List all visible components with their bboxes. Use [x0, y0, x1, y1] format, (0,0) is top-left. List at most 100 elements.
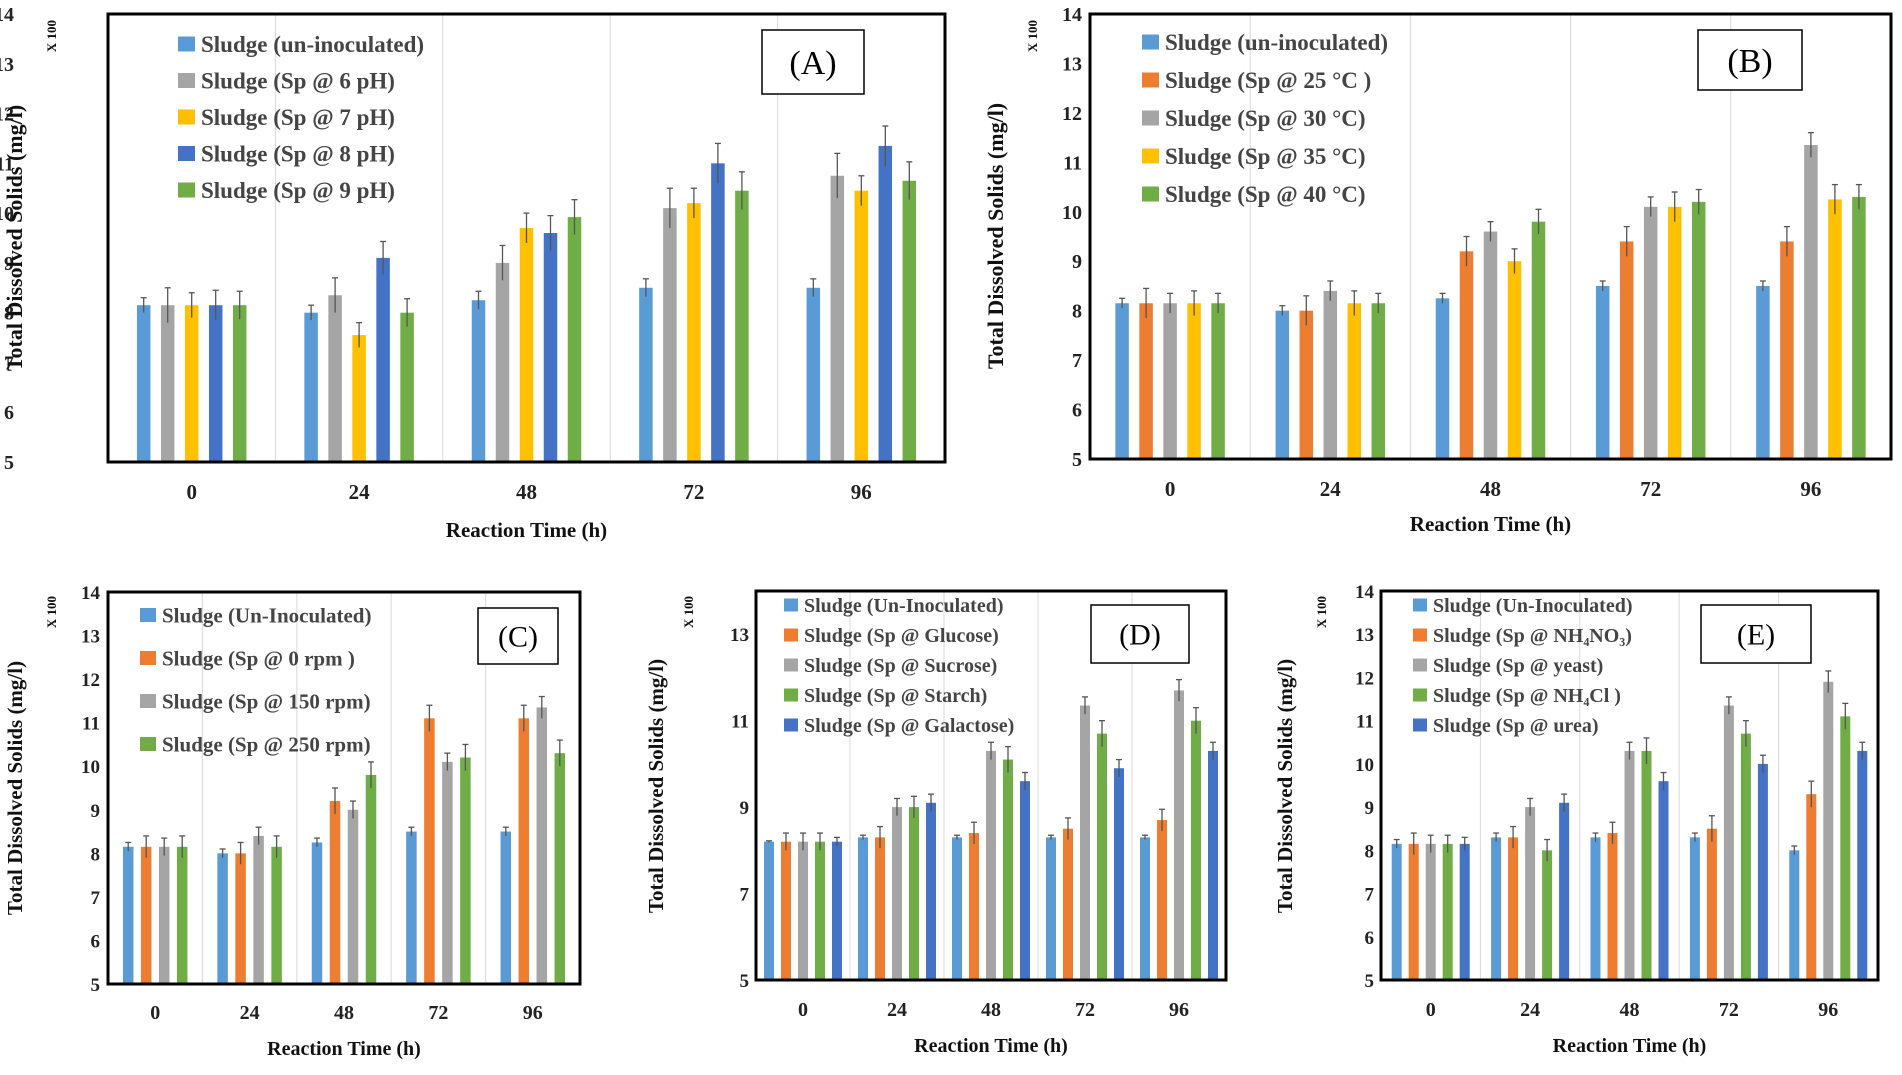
y-tick-label: 9 [91, 801, 101, 822]
bar [1857, 750, 1868, 980]
chart-panel-c: 5 6 7 8 9 10 11 12 13 14 0 24 48 72 96 Reaction Time (h… [3, 583, 582, 1060]
y-tick-label: 6 [4, 402, 14, 424]
bar [1624, 750, 1635, 980]
legend: Sludge (Un-Inoculated) Sludge (Sp @ Gluco… [784, 595, 1014, 737]
error-bar [1808, 780, 1815, 808]
bar [1371, 303, 1386, 459]
bar [347, 809, 359, 984]
bar [1063, 828, 1073, 980]
legend-swatch [1413, 658, 1427, 672]
bar [235, 853, 246, 984]
legend-label: Sludge (Sp @ yeast) [1433, 655, 1603, 677]
bar [232, 305, 247, 462]
legend-label: Sludge (Sp @ 6 pH) [201, 69, 395, 95]
bar [567, 217, 582, 462]
error-bar [502, 826, 509, 836]
y-tick-label: 11 [82, 714, 100, 735]
plot-frame [1379, 589, 1880, 982]
bar [1211, 303, 1225, 459]
error-bar [523, 212, 530, 243]
y-axis-title: Total Dissolved Solids (mg/l) [644, 659, 668, 913]
bar [543, 233, 558, 462]
bar [1667, 206, 1682, 459]
x-tick-label: 72 [683, 480, 704, 504]
error-bar [1544, 838, 1551, 862]
bar [140, 846, 152, 984]
bar [969, 833, 979, 980]
error-bar [1510, 825, 1517, 849]
y-tick-label: 6 [91, 931, 101, 952]
y-tick-label: 9 [1072, 251, 1082, 273]
error-bar [1143, 287, 1150, 319]
bar [1299, 310, 1314, 459]
bar [1806, 794, 1817, 980]
plot-frame [1088, 12, 1893, 461]
error-bar [1626, 741, 1633, 760]
bar [1507, 261, 1522, 459]
error-bar [1831, 183, 1838, 215]
x-tick-label: 48 [981, 999, 1001, 1021]
y-tick-label: 13 [1062, 53, 1082, 75]
y-multiplier-label: X 100 [44, 596, 59, 628]
legend-swatch [784, 718, 798, 732]
error-bar [1487, 221, 1494, 242]
bar [1442, 843, 1453, 980]
error-bar [1660, 771, 1667, 790]
panel-label: (C) [498, 621, 538, 654]
y-tick-label: 7 [1365, 885, 1375, 906]
error-bar [1327, 280, 1334, 301]
legend-label: Sludge (Sp @ Starch) [804, 685, 987, 707]
y-tick-label: 13 [730, 625, 749, 646]
bar [1619, 241, 1634, 459]
legend-label: Sludge (Sp @ 0 rpm ) [162, 646, 355, 670]
bar [1595, 285, 1610, 459]
bar [781, 841, 791, 980]
bar [1804, 145, 1818, 459]
y-tick-label: 11 [731, 712, 749, 733]
error-bar [858, 175, 865, 206]
bar [406, 831, 417, 984]
y-tick-label: 7 [1072, 350, 1082, 372]
error-bar [255, 826, 262, 845]
bar [832, 841, 842, 980]
bar [329, 801, 341, 984]
bar [639, 287, 653, 462]
y-tick-label: 5 [4, 452, 14, 474]
error-bar [1535, 208, 1542, 235]
error-bar [350, 800, 356, 819]
legend-swatch [1413, 718, 1427, 732]
y-tick-label: 9 [740, 798, 750, 819]
error-bar [738, 171, 745, 210]
y-tick-label: 12 [0, 104, 14, 126]
legend-label: Sludge (Sp @ 30 °C) [1165, 106, 1366, 132]
chart-panel-b: 5 6 7 8 9 10 11 12 13 14 0 24 48 72 96 Reaction Time (h… [983, 4, 1893, 536]
y-tick-label: 12 [1062, 103, 1082, 125]
y-multiplier-label: X 100 [1025, 20, 1040, 52]
bar [536, 707, 548, 984]
bar [1706, 828, 1717, 980]
error-bar [783, 832, 789, 851]
error-bar [188, 292, 195, 318]
bar [1483, 231, 1498, 459]
error-bar [1210, 741, 1216, 760]
error-bar [1825, 670, 1832, 693]
bar [160, 305, 175, 462]
bar [1003, 759, 1013, 980]
error-bar [1807, 132, 1814, 158]
legend-label: Sludge (Un-Inoculated) [804, 595, 1003, 617]
error-bar [444, 752, 451, 771]
bar [798, 841, 808, 980]
x-tick-label: 96 [1169, 999, 1189, 1021]
legend-swatch [784, 628, 798, 642]
error-bar [860, 834, 866, 840]
bar [518, 718, 530, 984]
panel-label-box [761, 29, 865, 95]
bar [217, 853, 228, 984]
bar [806, 287, 821, 462]
x-tick-label: 24 [1520, 999, 1540, 1021]
error-bar [1695, 188, 1702, 215]
error-bar [520, 704, 527, 732]
error-bar [1759, 280, 1766, 291]
bar [875, 837, 885, 980]
